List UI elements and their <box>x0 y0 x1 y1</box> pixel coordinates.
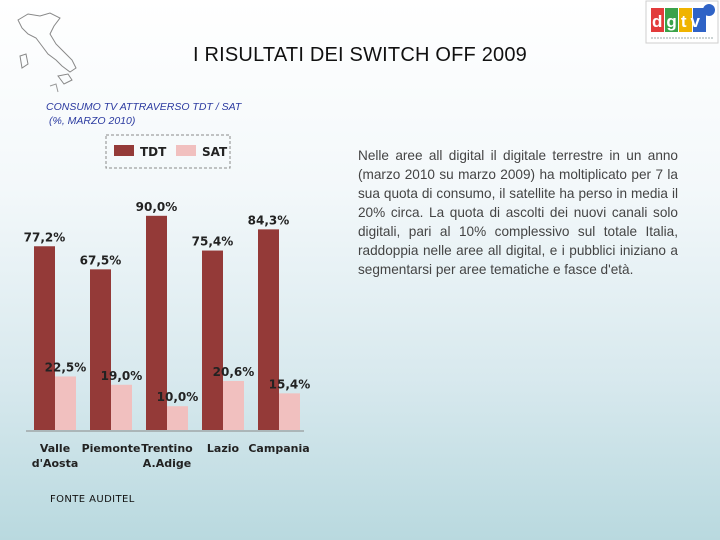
logo-text: dgtv <box>652 12 704 31</box>
data-label-tdt-2: 90,0% <box>136 200 178 214</box>
category-label-line: Piemonte <box>82 442 141 455</box>
category-label-line: d'Aosta <box>32 457 79 470</box>
bar-sat-1 <box>111 384 132 430</box>
data-label-tdt-4: 84,3% <box>248 213 290 227</box>
caption-line-2: (%, MARZO 2010) <box>49 115 136 127</box>
bar-sat-4 <box>279 393 300 430</box>
data-label-tdt-0: 77,2% <box>24 230 66 244</box>
bar-tdt-1 <box>90 269 111 430</box>
data-label-sat-4: 15,4% <box>269 377 311 391</box>
bar-tdt-3 <box>202 250 223 430</box>
data-label-sat-0: 22,5% <box>45 360 87 374</box>
chart-legend: TDT SAT <box>105 134 231 169</box>
bar-sat-2 <box>167 406 188 430</box>
italy-map-icon <box>17 12 77 93</box>
data-label-sat-1: 19,0% <box>101 369 143 383</box>
category-label-3: Lazio <box>207 442 240 455</box>
category-label-line: Lazio <box>207 442 240 455</box>
category-label-2: Trentino A.Adige <box>141 442 193 470</box>
bar-tdt-0 <box>34 246 55 430</box>
caption-line-1: CONSUMO TV ATTRAVERSO TDT / SAT <box>46 101 242 113</box>
data-label-tdt-3: 75,4% <box>192 235 234 249</box>
data-label-sat-2: 10,0% <box>157 390 199 404</box>
category-label-line: Trentino <box>141 442 193 455</box>
bar-sat-0 <box>55 376 76 430</box>
dgtv-logo-icon: dgtv <box>645 0 719 44</box>
page-title: I RISULTATI DEI SWITCH OFF 2009 <box>192 44 528 66</box>
data-label-sat-3: 20,6% <box>213 365 255 379</box>
category-label-line: Campania <box>248 442 309 455</box>
data-label-tdt-1: 67,5% <box>80 253 122 267</box>
legend-swatch-tdt <box>114 145 134 156</box>
chart-caption: CONSUMO TV ATTRAVERSO TDT / SAT (%, MARZ… <box>46 100 241 128</box>
category-label-line: Valle <box>40 442 70 455</box>
category-label-4: Campania <box>248 442 309 455</box>
bar-tdt-2 <box>146 215 167 430</box>
category-label-1: Piemonte <box>82 442 141 455</box>
category-label-0: Valle d'Aosta <box>32 442 79 470</box>
chart-bars: 77,2% 22,5% 67,5% 19,0% 90,0% 10,0% 75,4% 20,6%… <box>24 200 311 432</box>
source-note: FONTE AUDITEL <box>50 494 135 505</box>
category-label-line: A.Adige <box>143 457 191 470</box>
legend-label-tdt: TDT <box>140 145 167 159</box>
legend-box <box>105 134 231 169</box>
legend-label-sat: SAT <box>202 145 228 159</box>
description-text: Nelle aree all digital il digitale terre… <box>358 148 678 277</box>
bar-tdt-4 <box>258 229 279 430</box>
bar-sat-3 <box>223 380 244 430</box>
legend-swatch-sat <box>176 145 196 156</box>
